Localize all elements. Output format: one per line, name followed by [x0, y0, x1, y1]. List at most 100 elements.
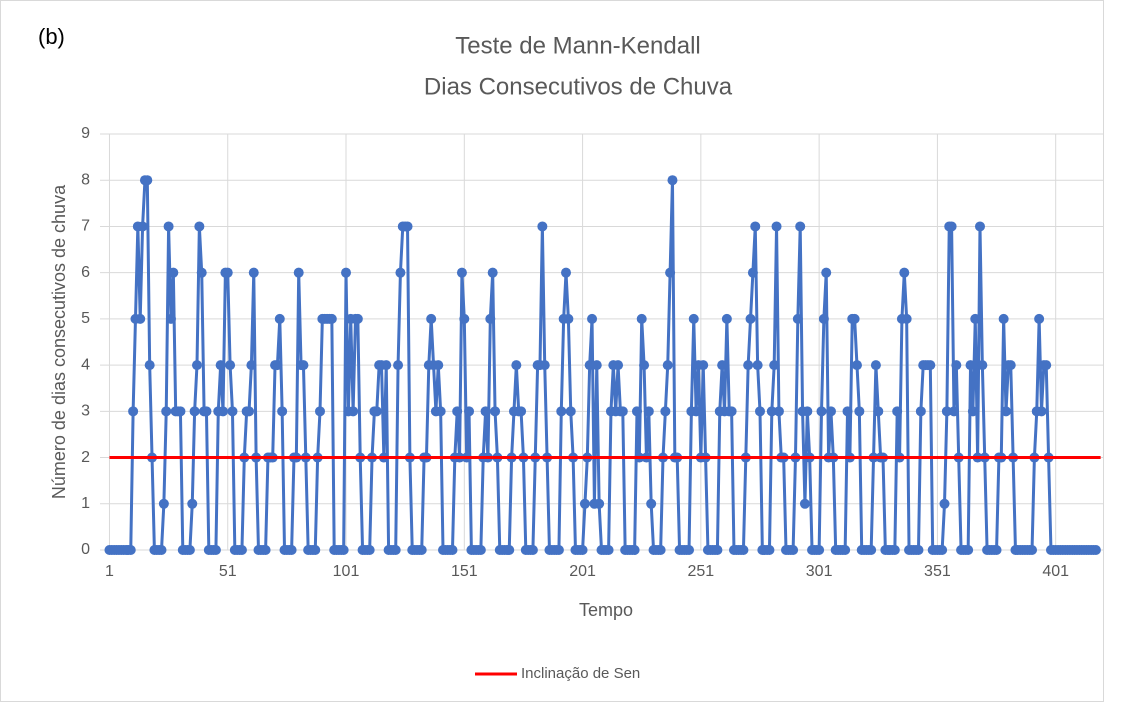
point — [1034, 313, 1045, 324]
point — [747, 267, 758, 278]
point — [338, 545, 349, 555]
point — [456, 267, 467, 278]
point — [490, 406, 501, 417]
point — [260, 545, 271, 555]
point — [236, 545, 247, 555]
point — [298, 360, 309, 371]
point — [326, 313, 337, 324]
point — [352, 313, 363, 324]
x-tick-label: 51 — [219, 563, 237, 580]
point — [948, 406, 959, 417]
chart-title: Teste de Mann-Kendall — [455, 32, 700, 59]
point — [144, 360, 155, 371]
point — [587, 313, 598, 324]
point — [802, 406, 813, 417]
x-tick-label: 301 — [806, 563, 833, 580]
y-tick-label: 6 — [81, 264, 90, 281]
point — [485, 313, 496, 324]
point — [433, 360, 444, 371]
x-axis-label: Tempo — [579, 600, 633, 620]
point — [965, 360, 976, 371]
point — [459, 313, 470, 324]
point — [504, 545, 515, 555]
point — [840, 545, 851, 555]
point — [667, 175, 678, 186]
x-tick-label: 201 — [569, 563, 596, 580]
point — [977, 360, 988, 371]
point — [516, 406, 527, 417]
point — [563, 313, 574, 324]
point — [371, 406, 382, 417]
y-axis-label: Número de dias consecutivos de chuva — [49, 184, 69, 499]
point — [636, 313, 647, 324]
point — [158, 498, 169, 509]
point — [215, 360, 226, 371]
point — [738, 545, 749, 555]
point — [286, 545, 297, 555]
point — [1090, 545, 1101, 555]
point — [218, 406, 229, 417]
point — [684, 545, 695, 555]
point — [274, 313, 285, 324]
y-tick-label: 1 — [81, 495, 90, 512]
point — [946, 221, 957, 232]
point — [691, 406, 702, 417]
point — [142, 175, 153, 186]
point — [892, 406, 903, 417]
point — [341, 267, 352, 278]
point — [901, 313, 912, 324]
point — [1005, 360, 1016, 371]
point — [603, 545, 614, 555]
point — [402, 221, 413, 232]
point — [272, 360, 283, 371]
point — [773, 406, 784, 417]
point — [194, 221, 205, 232]
point — [393, 360, 404, 371]
point — [579, 498, 590, 509]
point — [963, 545, 974, 555]
point — [873, 406, 884, 417]
point — [769, 360, 780, 371]
point — [643, 406, 654, 417]
point — [293, 267, 304, 278]
point — [184, 545, 195, 555]
point — [487, 267, 498, 278]
point — [381, 360, 392, 371]
x-tick-label: 401 — [1042, 563, 1069, 580]
point — [665, 267, 676, 278]
point — [889, 545, 900, 555]
chart-title: Dias Consecutivos de Chuva — [424, 73, 733, 100]
point — [752, 360, 763, 371]
x-tick-label: 251 — [688, 563, 715, 580]
point — [189, 406, 200, 417]
point — [527, 545, 538, 555]
y-tick-label: 5 — [81, 310, 90, 327]
point — [818, 313, 829, 324]
point — [175, 406, 186, 417]
point — [165, 313, 176, 324]
point — [187, 498, 198, 509]
point — [125, 545, 136, 555]
point — [577, 545, 588, 555]
y-tick-label: 8 — [81, 171, 90, 188]
point — [991, 545, 1002, 555]
point — [766, 406, 777, 417]
point — [937, 545, 948, 555]
point — [617, 406, 628, 417]
point — [967, 406, 978, 417]
point — [899, 267, 910, 278]
point — [913, 545, 924, 555]
point — [951, 360, 962, 371]
point — [480, 406, 491, 417]
point — [511, 360, 522, 371]
point — [565, 406, 576, 417]
point — [277, 406, 288, 417]
point — [870, 360, 881, 371]
point — [764, 545, 775, 555]
point — [712, 545, 723, 555]
point — [814, 545, 825, 555]
legend-label: Inclinação de Sen — [521, 665, 640, 682]
point — [539, 360, 550, 371]
point — [842, 406, 853, 417]
point — [821, 267, 832, 278]
